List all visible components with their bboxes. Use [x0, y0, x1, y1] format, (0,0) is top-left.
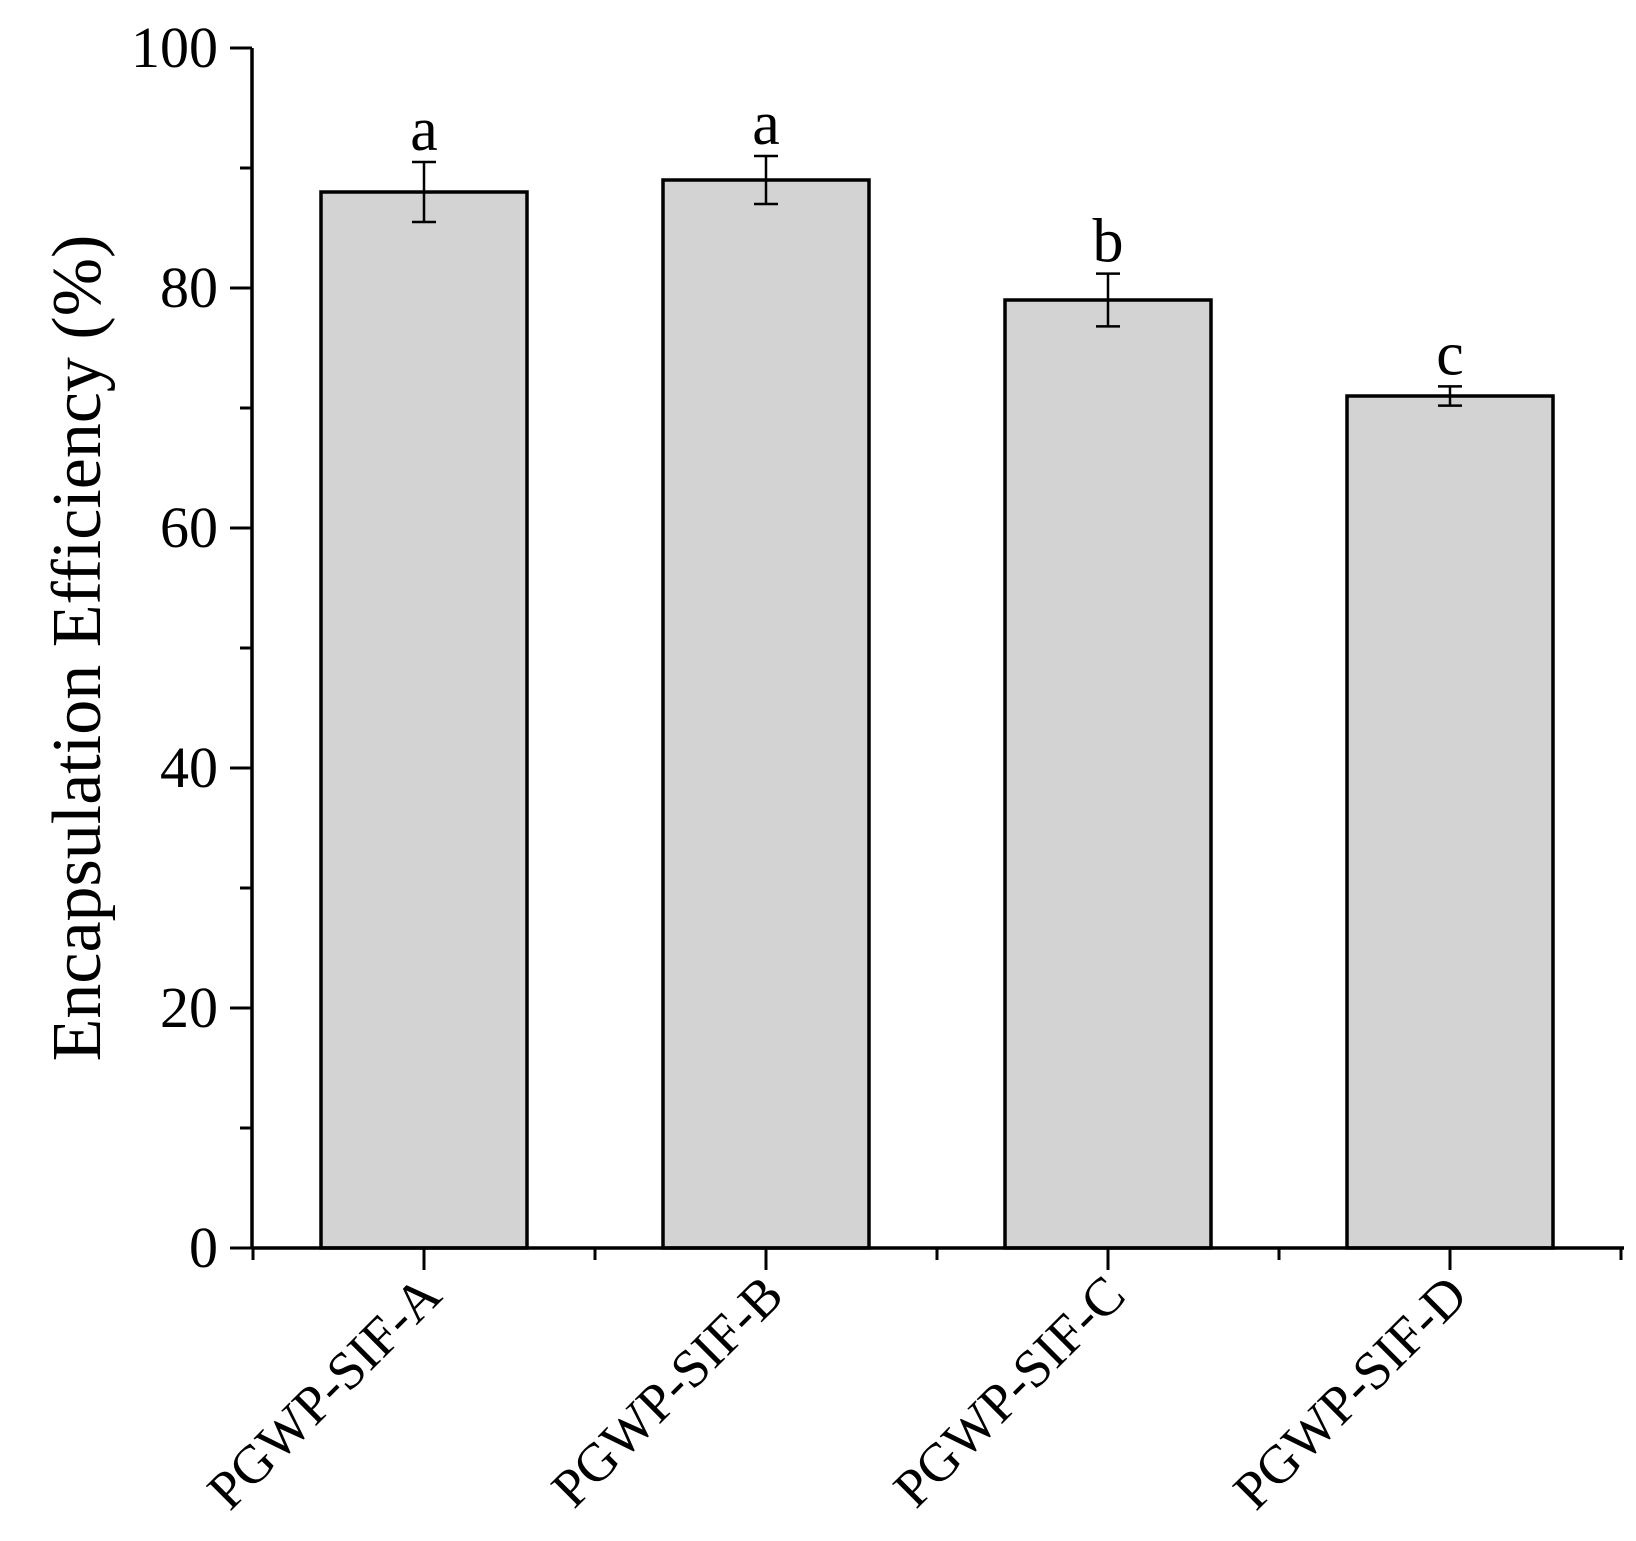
category-label: PGWP-SIF-B — [540, 1264, 795, 1519]
category-label: PGWP-SIF-D — [1222, 1264, 1479, 1521]
significance-label: a — [752, 90, 780, 158]
category-label: PGWP-SIF-A — [196, 1264, 453, 1521]
bars — [319, 178, 1555, 1250]
significance-label: c — [1436, 320, 1464, 388]
significance-label: a — [410, 96, 438, 164]
x-axis-ticks — [251, 1248, 1623, 1270]
error-bar — [754, 154, 778, 206]
error-bars — [412, 154, 1462, 407]
bar-pgwp-sif-c — [1003, 298, 1213, 1250]
y-tick-label: 20 — [160, 975, 218, 1040]
y-tick-label: 100 — [131, 15, 218, 80]
category-label: PGWP-SIF-C — [882, 1264, 1137, 1519]
y-tick-label: 80 — [160, 255, 218, 320]
significance-label: b — [1093, 208, 1124, 276]
y-axis-ticks: 0 20 40 60 80 100 — [131, 15, 252, 1280]
category-labels: PGWP-SIF-A PGWP-SIF-B PGWP-SIF-C PGWP-SIF-D — [196, 1264, 1479, 1521]
y-tick-label: 60 — [160, 495, 218, 560]
y-tick-label: 40 — [160, 735, 218, 800]
y-tick-label: 0 — [189, 1215, 218, 1280]
bar-pgwp-sif-d — [1345, 394, 1555, 1250]
bar-pgwp-sif-a — [319, 190, 529, 1250]
bar-pgwp-sif-b — [661, 178, 871, 1250]
significance-labels: a a b c — [410, 90, 1464, 388]
error-bar — [412, 160, 436, 224]
y-axis-title: Encapsulation Efficiency (%) — [39, 235, 116, 1062]
error-bar — [1438, 385, 1462, 407]
error-bar — [1096, 272, 1120, 328]
